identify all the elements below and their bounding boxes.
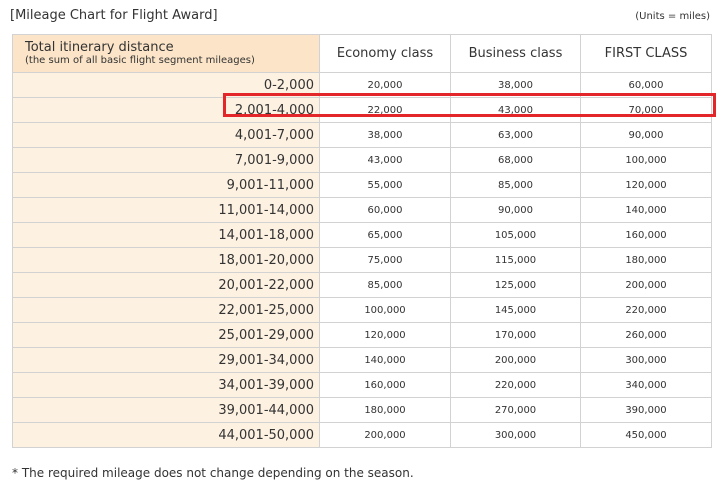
economy-cell: 65,000 bbox=[319, 222, 451, 248]
first-class-cell: 390,000 bbox=[580, 397, 712, 423]
table-body: 0-2,000 20,000 38,000 60,000 2,001-4,000 22,0… bbox=[12, 72, 712, 448]
table-row: 25,001-29,000 120,000 170,000 260,000 bbox=[12, 322, 712, 348]
range-cell: 39,001-44,000 bbox=[12, 397, 320, 423]
first-class-cell: 300,000 bbox=[580, 347, 712, 373]
range-cell: 25,001-29,000 bbox=[12, 322, 320, 348]
table-row: 9,001-11,000 55,000 85,000 120,000 bbox=[12, 172, 712, 198]
first-class-cell: 70,000 bbox=[580, 97, 712, 123]
range-cell: 7,001-9,000 bbox=[12, 147, 320, 173]
first-class-column-header: FIRST CLASS bbox=[580, 34, 712, 73]
economy-cell: 60,000 bbox=[319, 197, 451, 223]
distance-header-label: Total itinerary distance bbox=[25, 39, 174, 55]
first-class-cell: 60,000 bbox=[580, 72, 712, 98]
range-cell: 2,001-4,000 bbox=[12, 97, 320, 123]
first-class-cell: 90,000 bbox=[580, 122, 712, 148]
business-cell: 68,000 bbox=[450, 147, 581, 173]
business-cell: 300,000 bbox=[450, 422, 581, 448]
business-cell: 105,000 bbox=[450, 222, 581, 248]
economy-cell: 22,000 bbox=[319, 97, 451, 123]
business-cell: 90,000 bbox=[450, 197, 581, 223]
economy-cell: 43,000 bbox=[319, 147, 451, 173]
table-row: 7,001-9,000 43,000 68,000 100,000 bbox=[12, 147, 712, 173]
table-row: 18,001-20,000 75,000 115,000 180,000 bbox=[12, 247, 712, 273]
economy-cell: 140,000 bbox=[319, 347, 451, 373]
economy-cell: 85,000 bbox=[319, 272, 451, 298]
business-cell: 38,000 bbox=[450, 72, 581, 98]
business-cell: 63,000 bbox=[450, 122, 581, 148]
range-cell: 44,001-50,000 bbox=[12, 422, 320, 448]
business-cell: 85,000 bbox=[450, 172, 581, 198]
range-cell: 18,001-20,000 bbox=[12, 247, 320, 273]
first-class-cell: 260,000 bbox=[580, 322, 712, 348]
first-class-cell: 220,000 bbox=[580, 297, 712, 323]
business-cell: 125,000 bbox=[450, 272, 581, 298]
economy-cell: 38,000 bbox=[319, 122, 451, 148]
table-row: 4,001-7,000 38,000 63,000 90,000 bbox=[12, 122, 712, 148]
distance-header-sublabel: (the sum of all basic flight segment mil… bbox=[25, 54, 255, 66]
table-row: 29,001-34,000 140,000 200,000 300,000 bbox=[12, 347, 712, 373]
range-cell: 29,001-34,000 bbox=[12, 347, 320, 373]
first-class-cell: 120,000 bbox=[580, 172, 712, 198]
table-row: 2,001-4,000 22,000 43,000 70,000 bbox=[12, 97, 712, 123]
units-note: (Units = miles) bbox=[635, 11, 710, 22]
first-class-cell: 180,000 bbox=[580, 247, 712, 273]
table-row: 20,001-22,000 85,000 125,000 200,000 bbox=[12, 272, 712, 298]
first-class-cell: 140,000 bbox=[580, 197, 712, 223]
economy-cell: 20,000 bbox=[319, 72, 451, 98]
business-cell: 145,000 bbox=[450, 297, 581, 323]
page-title: [Mileage Chart for Flight Award] bbox=[10, 8, 218, 23]
economy-cell: 55,000 bbox=[319, 172, 451, 198]
economy-cell: 120,000 bbox=[319, 322, 451, 348]
table-row: 44,001-50,000 200,000 300,000 450,000 bbox=[12, 422, 712, 448]
business-cell: 115,000 bbox=[450, 247, 581, 273]
distance-column-header: Total itinerary distance (the sum of all… bbox=[12, 34, 320, 73]
first-class-cell: 450,000 bbox=[580, 422, 712, 448]
economy-cell: 200,000 bbox=[319, 422, 451, 448]
range-cell: 14,001-18,000 bbox=[12, 222, 320, 248]
range-cell: 20,001-22,000 bbox=[12, 272, 320, 298]
economy-cell: 100,000 bbox=[319, 297, 451, 323]
mileage-table: Total itinerary distance (the sum of all… bbox=[12, 34, 712, 448]
business-cell: 200,000 bbox=[450, 347, 581, 373]
table-row: 11,001-14,000 60,000 90,000 140,000 bbox=[12, 197, 712, 223]
business-column-header: Business class bbox=[450, 34, 581, 73]
table-row: 0-2,000 20,000 38,000 60,000 bbox=[12, 72, 712, 98]
economy-cell: 160,000 bbox=[319, 372, 451, 398]
economy-cell: 75,000 bbox=[319, 247, 451, 273]
table-row: 14,001-18,000 65,000 105,000 160,000 bbox=[12, 222, 712, 248]
first-class-cell: 100,000 bbox=[580, 147, 712, 173]
range-cell: 34,001-39,000 bbox=[12, 372, 320, 398]
table-row: 22,001-25,000 100,000 145,000 220,000 bbox=[12, 297, 712, 323]
first-class-cell: 160,000 bbox=[580, 222, 712, 248]
range-cell: 9,001-11,000 bbox=[12, 172, 320, 198]
range-cell: 4,001-7,000 bbox=[12, 122, 320, 148]
business-cell: 270,000 bbox=[450, 397, 581, 423]
footnote: * The required mileage does not change d… bbox=[12, 466, 414, 480]
business-cell: 220,000 bbox=[450, 372, 581, 398]
economy-cell: 180,000 bbox=[319, 397, 451, 423]
table-header-row: Total itinerary distance (the sum of all… bbox=[12, 34, 712, 73]
business-cell: 43,000 bbox=[450, 97, 581, 123]
business-cell: 170,000 bbox=[450, 322, 581, 348]
range-cell: 11,001-14,000 bbox=[12, 197, 320, 223]
economy-column-header: Economy class bbox=[319, 34, 451, 73]
first-class-cell: 340,000 bbox=[580, 372, 712, 398]
range-cell: 22,001-25,000 bbox=[12, 297, 320, 323]
first-class-cell: 200,000 bbox=[580, 272, 712, 298]
range-cell: 0-2,000 bbox=[12, 72, 320, 98]
table-row: 34,001-39,000 160,000 220,000 340,000 bbox=[12, 372, 712, 398]
table-row: 39,001-44,000 180,000 270,000 390,000 bbox=[12, 397, 712, 423]
